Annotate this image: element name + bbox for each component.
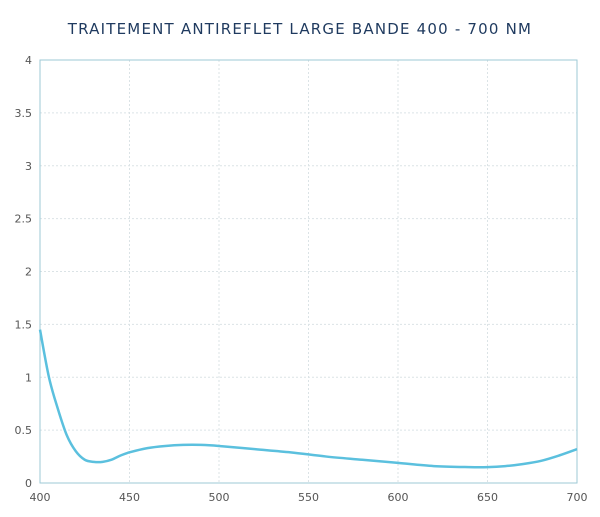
y-tick-label: 0.5 (15, 424, 33, 437)
series-group (38, 329, 578, 469)
x-tick-label: 400 (30, 491, 51, 504)
x-tick-label: 600 (388, 491, 409, 504)
x-tick-label: 550 (298, 491, 319, 504)
x-tick-label: 450 (119, 491, 140, 504)
y-tick-label: 2.5 (15, 213, 33, 226)
plot-frame (39, 59, 578, 484)
chart-title: TRAITEMENT ANTIREFLET LARGE BANDE 400 - … (67, 20, 533, 38)
x-axis: 400 450 500 550 600 650 700 (30, 491, 588, 504)
grid-lines (40, 60, 577, 483)
x-tick-label: 700 (567, 491, 588, 504)
series-line (38, 329, 578, 469)
y-tick-label: 3.5 (15, 107, 33, 120)
y-tick-label: 0 (25, 477, 32, 490)
x-tick-label: 500 (209, 491, 230, 504)
x-tick-label: 650 (477, 491, 498, 504)
y-tick-label: 1.5 (15, 318, 33, 331)
y-tick-label: 1 (25, 371, 32, 384)
y-axis: 0 0.5 1 1.5 2 2.5 3 3.5 4 (15, 54, 33, 490)
y-tick-label: 3 (25, 160, 32, 173)
y-tick-label: 4 (25, 54, 32, 67)
y-tick-label: 2 (25, 266, 32, 279)
